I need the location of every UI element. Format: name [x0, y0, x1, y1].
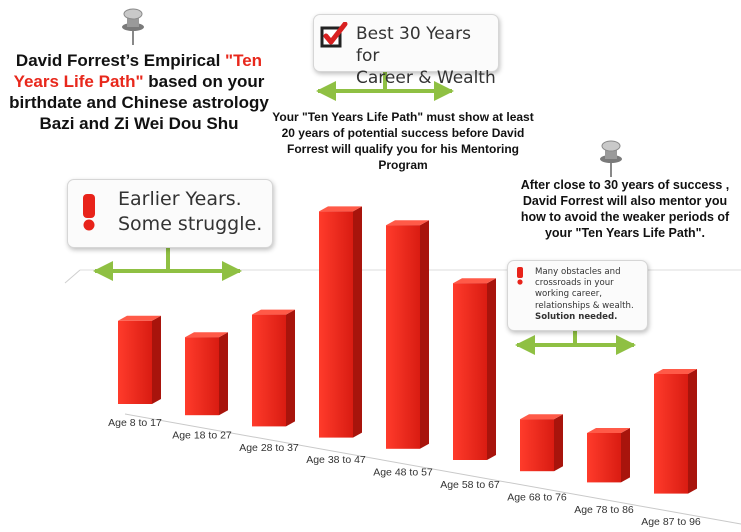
earlier-years-callout: Earlier Years. Some struggle. [67, 179, 273, 248]
x-tick-labels: Age 8 to 17 Age 18 to 27 Age 28 to 37 Age 3… [108, 417, 701, 528]
bar [386, 220, 429, 449]
bar [252, 309, 295, 427]
obstacles-arrow [515, 330, 636, 355]
bar [319, 206, 362, 438]
bar [185, 332, 228, 416]
bar [453, 278, 496, 460]
title-highlight: "Ten Years Life Path" [13, 51, 263, 91]
pushpin-icon [118, 6, 148, 51]
x-tick-label: Age 38 to 47 [306, 454, 366, 466]
bar [118, 315, 161, 404]
x-tick-label: Age 8 to 17 [108, 417, 162, 429]
mentoring-note: Your "Ten Years Life Path" must show at … [272, 110, 534, 172]
x-tick-label: Age 28 to 37 [239, 442, 299, 454]
best-years-callout: Best 30 Years for Career & Wealth [313, 14, 499, 88]
bar [587, 428, 630, 483]
exclamation-icon [78, 193, 100, 236]
earlier-years-arrow [93, 247, 242, 281]
pushpin-icon [596, 138, 626, 183]
after-success-note: After close to 30 years of success , Dav… [520, 178, 730, 240]
x-tick-label: Age 58 to 67 [440, 479, 500, 491]
x-tick-label: Age 68 to 76 [507, 491, 567, 503]
best-years-arrow [316, 71, 454, 101]
exclamation-icon [515, 267, 525, 290]
x-tick-label: Age 48 to 57 [373, 467, 433, 479]
chart-title: David Forrest’s Empirical "Ten Years Lif… [9, 51, 269, 133]
x-tick-label: Age 78 to 86 [574, 504, 634, 516]
x-tick-label: Age 18 to 27 [172, 429, 232, 441]
bar [520, 414, 563, 472]
checkbox-check-icon [320, 21, 348, 55]
bar [654, 369, 697, 494]
bar-series [118, 206, 697, 494]
obstacles-callout: Many obstacles and crossroads in your wo… [507, 260, 648, 331]
x-tick-label: Age 87 to 96 [641, 516, 701, 528]
